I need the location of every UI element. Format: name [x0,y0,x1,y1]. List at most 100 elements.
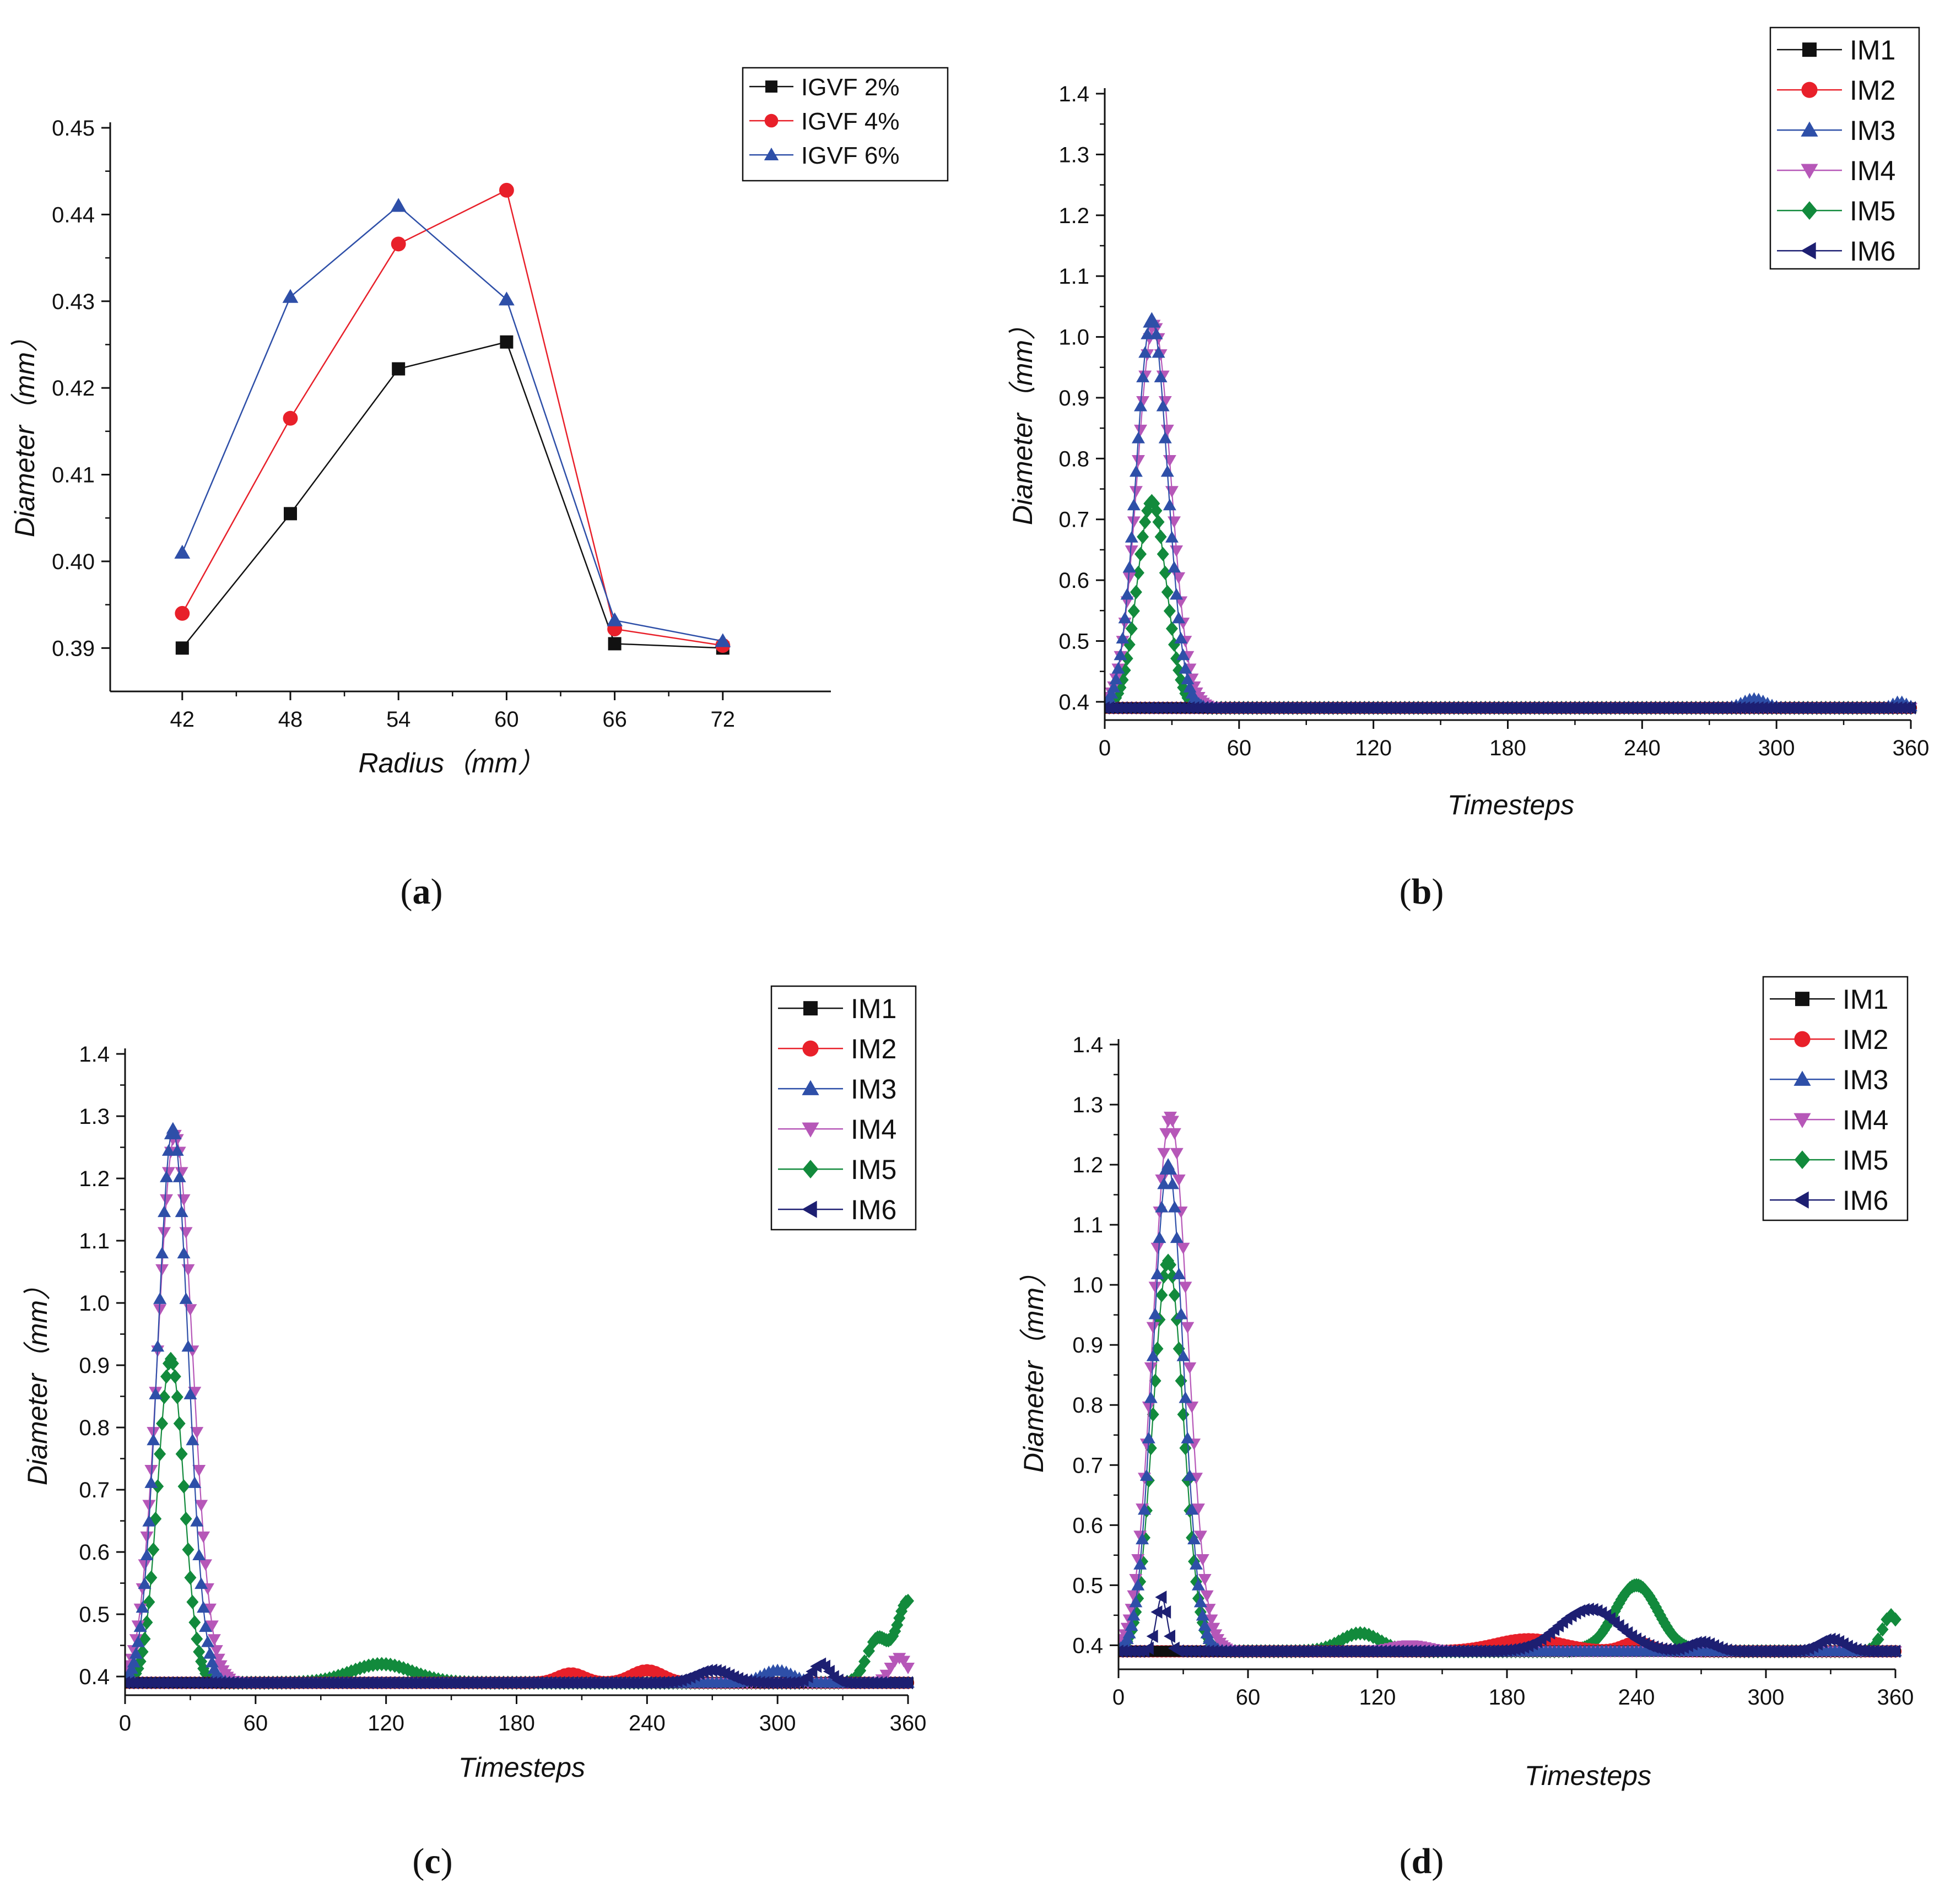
data-point-d [1185,1401,1199,1413]
data-point-c [175,1447,188,1462]
data-point-c [201,1635,214,1647]
series-line-d [1119,1163,1895,1652]
data-point-c [158,1205,171,1218]
series-a-3 [174,198,731,647]
data-point-d [1166,1269,1179,1284]
x-axis-title-a: Radius（mm） [359,748,545,778]
legend-label-d: IM5 [1843,1145,1888,1176]
data-point-d [1191,1503,1205,1516]
axes-d: 0.4 0.5 0.6 0.7 0.8 0.9 1.0 1.1 1.2 1.3 1.4 0 60 120 1… [1072,1033,1914,1710]
axes-b: 0.4 0.5 0.6 0.7 0.8 0.9 1.0 1.1 1.2 1.3 1.4 0 60 120 1… [1058,82,1929,760]
data-point-d [1133,1557,1147,1570]
data-point-c [136,1601,149,1613]
series-a-1 [175,335,730,655]
data-point-c [144,1464,158,1476]
data-point-c [175,1205,188,1218]
y-tick-label-b: 1.2 [1058,204,1089,228]
data-point-d [1139,1469,1153,1481]
x-tick-label-b: 60 [1227,736,1252,760]
data-point-c [125,1662,138,1674]
data-point-b [1172,612,1186,624]
data-point-c [186,1434,199,1446]
data-point-d [1133,1530,1147,1543]
y-tick-label-b: 0.6 [1058,569,1089,593]
data-point-a [391,236,406,252]
data-point-c [192,1549,206,1561]
legend-marker-d [1794,1150,1811,1170]
data-point-b [1129,465,1143,477]
data-point-c [151,1340,165,1352]
data-point-c [133,1620,147,1632]
data-point-a [175,605,190,621]
data-point-c [858,1654,871,1669]
legend-label-a: IGVF 6% [801,142,900,169]
y-tick-label-b: 1.0 [1058,326,1089,350]
data-point-b [1138,346,1152,358]
data-point-c [199,1620,213,1632]
legend-marker-b [1801,201,1818,220]
data-point-c [188,1615,201,1630]
y-tick-label-a: 0.39 [52,636,95,661]
data-point-c [166,1356,179,1371]
series-group-c [125,1122,915,1690]
axes-a: 0.39 0.40 0.41 0.42 0.43 0.44 0.45 42 48 54 60 66 72 [52,116,831,732]
axes-c: 0.4 0.5 0.6 0.7 0.8 0.9 1.0 1.1 1.2 1.3 1.4 0 60 120 1… [79,1042,926,1735]
data-point-d [1170,1231,1184,1243]
data-point-a [284,507,297,521]
data-point-d [1876,1622,1889,1637]
data-point-d [1153,1231,1166,1243]
data-point-b [1123,637,1136,652]
data-point-c [879,1669,893,1681]
data-point-c [144,1476,158,1488]
series-line-c [125,1357,909,1684]
data-point-c [129,1647,143,1659]
y-tick-label-c: 0.9 [79,1354,110,1378]
legend-d: IM1 IM2 IM3 IM4 IM5 IM6 [1762,976,1909,1221]
y-tick-label-a: 0.43 [52,290,95,314]
data-point-a [499,182,514,198]
series-line-a [181,205,723,642]
data-point-c [902,1593,914,1608]
y-tick-label-c: 1.1 [79,1229,110,1253]
data-point-b [1125,531,1138,543]
plot-area-d [1119,1111,1902,1659]
x-tick-label-d: 180 [1489,1685,1526,1710]
x-tick-label-c: 300 [759,1711,796,1735]
legend-marker-d [1793,1070,1811,1086]
legend-label-b: IM4 [1850,155,1895,186]
data-point-b [1136,396,1150,408]
data-point-b [1160,424,1174,436]
x-axis-title-d: Timesteps [1525,1760,1651,1791]
data-point-c [145,1570,158,1585]
y-tick-label-d: 1.3 [1072,1093,1103,1117]
y-tick-label-d: 0.7 [1072,1453,1103,1478]
data-point-c [197,1531,210,1543]
legend-marker-c [802,1200,817,1218]
data-point-d [1889,1612,1901,1627]
data-point-c [140,1531,154,1543]
series-b-4 [1105,320,1917,715]
data-point-c [147,1542,160,1557]
data-point-b [1165,486,1179,498]
series-line-b [1105,317,1911,709]
data-point-d [1185,1503,1199,1515]
y-axis-title-b: Diameter（mm） [1007,312,1038,525]
data-point-c [141,1615,153,1630]
series-b-3 [1105,312,1917,713]
y-tick-label-d: 0.5 [1072,1573,1103,1598]
data-point-d [1165,1116,1179,1128]
legend-label-b: IM3 [1850,115,1895,146]
legend-marker-a [764,147,779,160]
data-point-d [1155,1200,1169,1213]
legend-marker-b [1801,82,1818,98]
plot-area-b [1105,312,1917,715]
data-point-c [140,1549,154,1561]
data-point-d [1150,1267,1164,1279]
y-tick-label-c: 0.8 [79,1416,110,1440]
data-point-c [147,1434,160,1446]
data-point-c [136,1645,149,1659]
x-tick-label-b: 0 [1099,736,1111,760]
legend-marker-b [1801,164,1818,179]
data-point-a [174,544,191,559]
